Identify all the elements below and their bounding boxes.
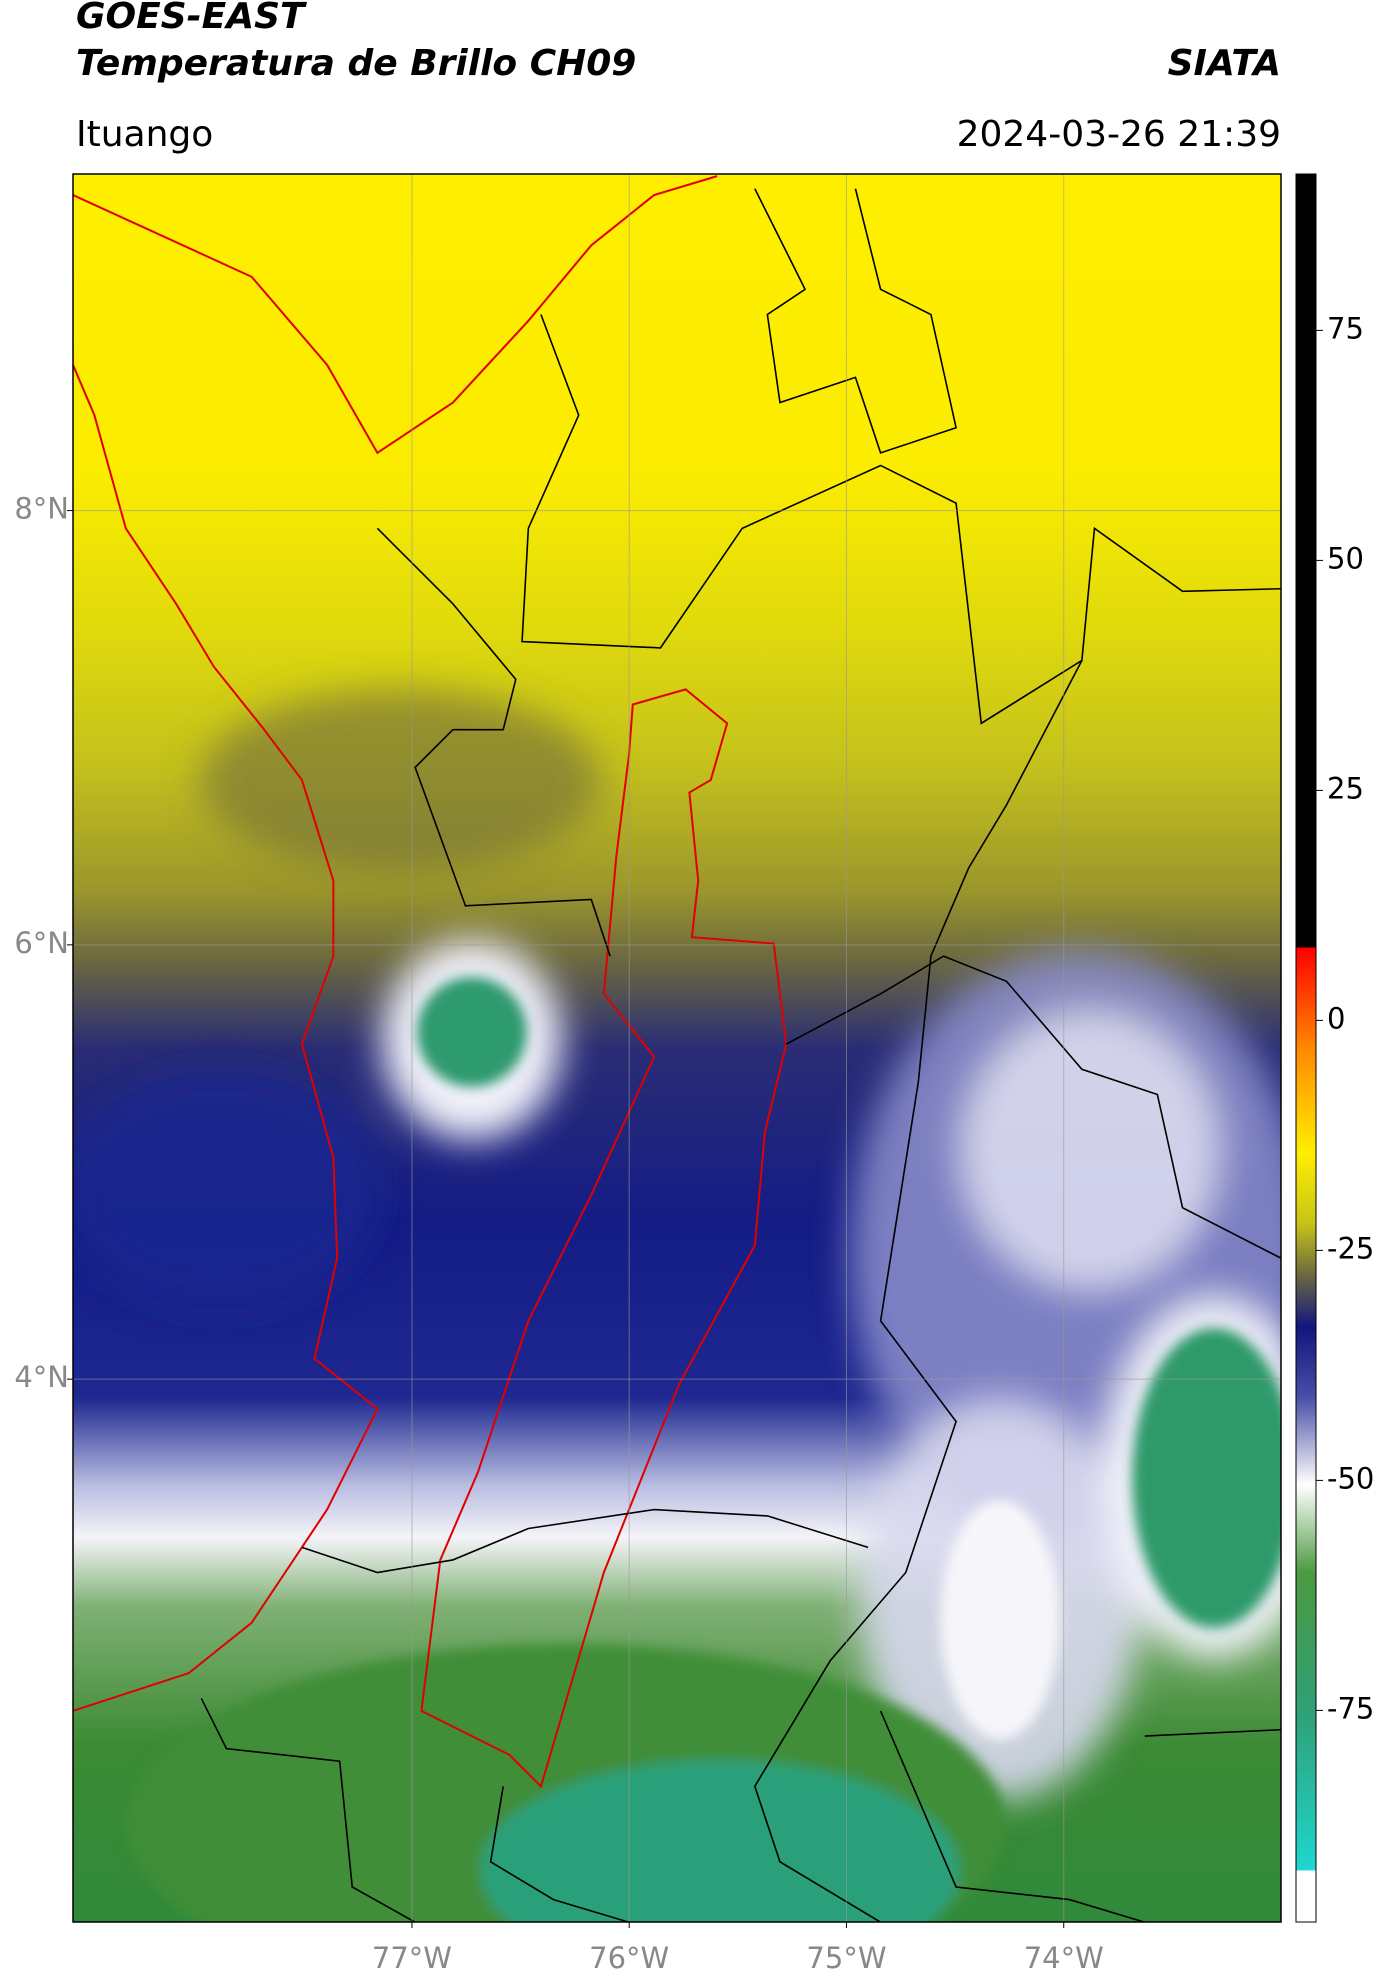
y-tick-label: 8°N [14, 492, 69, 526]
grid [73, 174, 1281, 1922]
organization: SIATA [1168, 43, 1281, 84]
colorbar-tick-label: -75 [1327, 1691, 1374, 1725]
product-title: Temperatura de Brillo CH09 [76, 43, 636, 84]
map-image [73, 174, 1281, 1922]
boundaries [73, 176, 1281, 1922]
map-frame [72, 173, 1282, 1923]
x-tick-label: 76°W [589, 1941, 669, 1975]
colorbar-tick-label: -25 [1327, 1231, 1374, 1265]
colorbar-tick-label: 0 [1327, 1001, 1345, 1035]
x-tick-label: 77°W [372, 1941, 452, 1975]
colorbar-tick-label: 50 [1327, 541, 1364, 575]
datetime: 2024-03-26 21:39 [957, 114, 1281, 155]
colorbar-tick-label: 75 [1327, 311, 1364, 345]
satellite-title: GOES-EAST [76, 0, 307, 37]
y-tick-label: 4°N [14, 1360, 69, 1394]
colorbar [1295, 173, 1317, 1923]
x-tick-label: 74°W [1024, 1941, 1104, 1975]
x-tick-label: 75°W [806, 1941, 886, 1975]
y-tick-label: 6°N [14, 926, 69, 960]
region: Ituango [76, 114, 213, 155]
colorbar-tick-label: 25 [1327, 771, 1364, 805]
colorbar-tick-label: -50 [1327, 1461, 1374, 1495]
cold-cores [126, 977, 1281, 1922]
